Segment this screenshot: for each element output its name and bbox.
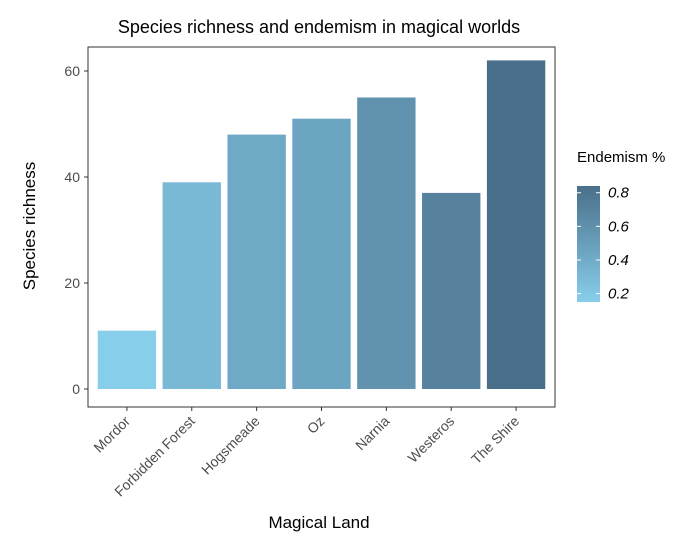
x-tick-label: Oz	[304, 413, 328, 437]
x-tick-label: Mordor	[90, 413, 133, 456]
legend-colorbar	[577, 186, 600, 302]
legend-tick-label: 0.4	[608, 252, 629, 269]
y-tick-label: 60	[64, 63, 80, 79]
chart-title: Species richness and endemism in magical…	[118, 17, 520, 37]
legend-title: Endemism %	[577, 149, 665, 166]
legend-tick-label: 0.8	[608, 185, 630, 202]
bars	[97, 60, 546, 390]
legend: Endemism % 0.2 0.4 0.6 0.8	[577, 149, 665, 303]
x-tick-label: The Shire	[468, 413, 522, 467]
x-tick-label: Narnia	[352, 413, 393, 454]
bar-westeros	[422, 192, 481, 389]
bar-hogsmeade	[227, 134, 286, 389]
x-tick-label: Hogsmeade	[198, 413, 263, 478]
legend-tick-label: 0.6	[608, 218, 630, 235]
y-tick-label: 20	[64, 275, 80, 291]
y-tick-label: 0	[72, 381, 80, 397]
x-tick-label: Westeros	[404, 413, 457, 466]
legend-tick-label: 0.2	[608, 286, 630, 303]
y-axis-title: Species richness	[20, 162, 39, 291]
legend-ticks: 0.2 0.4 0.6 0.8	[577, 185, 630, 303]
bar-oz	[292, 118, 351, 389]
bar-the-shire	[486, 60, 546, 390]
x-axis-title: Magical Land	[268, 513, 369, 532]
bar-forbidden-forest	[162, 182, 221, 389]
y-tick-label: 40	[64, 169, 80, 185]
bar-narnia	[357, 97, 416, 389]
bar-mordor	[97, 330, 157, 389]
y-axis: 0 20 40 60	[64, 63, 88, 397]
